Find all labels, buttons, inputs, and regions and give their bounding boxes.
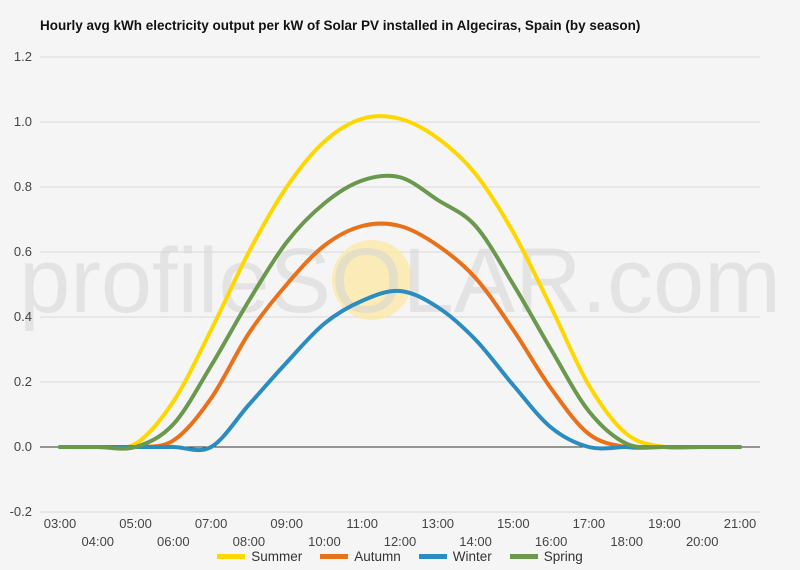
legend-item-spring[interactable]: Spring — [509, 549, 583, 564]
legend-swatch — [217, 554, 246, 559]
y-tick-label: 0.8 — [14, 179, 32, 194]
x-tick-label: 08:00 — [233, 534, 266, 549]
legend-label: Spring — [543, 549, 583, 564]
series-layer — [58, 114, 742, 453]
legend-item-winter[interactable]: Winter — [418, 549, 492, 564]
x-tick-label: 04:00 — [82, 534, 115, 549]
x-tick-label: 13:00 — [422, 516, 455, 531]
watermark-layer: profileSOLAR.com — [19, 230, 781, 332]
legend-label: Summer — [251, 549, 303, 564]
x-tick-label: 09:00 — [270, 516, 303, 531]
legend-swatch — [320, 554, 349, 559]
x-tick-label: 17:00 — [573, 516, 606, 531]
x-tick-label: 03:00 — [44, 516, 77, 531]
legend-item-autumn[interactable]: Autumn — [320, 549, 401, 564]
legend-label: Autumn — [354, 549, 401, 564]
series-line-spring — [58, 173, 742, 451]
x-tick-label: 14:00 — [459, 534, 492, 549]
legend-label: Winter — [452, 549, 492, 564]
x-tick-label: 21:00 — [724, 516, 757, 531]
series-line-summer — [58, 114, 742, 451]
y-tick-label: 0.6 — [14, 244, 32, 259]
x-tick-label: 16:00 — [535, 534, 568, 549]
x-tick-label: 19:00 — [648, 516, 681, 531]
watermark-sun — [332, 240, 412, 320]
x-tick-label: 10:00 — [308, 534, 341, 549]
x-tick-label: 18:00 — [610, 534, 643, 549]
x-tick-label: 11:00 — [346, 516, 378, 531]
y-axis-ticks: -0.2 0.0 0.2 0.4 0.6 0.8 1.0 1.2 — [10, 49, 32, 519]
y-tick-label: 0.2 — [14, 374, 32, 389]
y-tick-label: 1.0 — [14, 114, 32, 129]
legend-swatch — [418, 554, 447, 559]
x-tick-label: 12:00 — [384, 534, 417, 549]
legend: Summer Autumn Winter Spring — [0, 549, 800, 564]
x-tick-label: 20:00 — [686, 534, 719, 549]
watermark-text: profileSOLAR.com — [19, 230, 781, 332]
y-tick-label: 0.0 — [14, 439, 32, 454]
x-tick-label: 06:00 — [157, 534, 190, 549]
x-axis-ticks: 03:00 04:00 05:00 06:00 07:00 08:00 09:00 10:00… — [44, 516, 757, 549]
chart-title: Hourly avg kWh electricity output per kW… — [40, 18, 641, 33]
x-tick-label: 07:00 — [195, 516, 228, 531]
y-tick-label: 0.4 — [14, 309, 32, 324]
y-tick-label: 1.2 — [14, 49, 32, 64]
x-tick-label: 05:00 — [119, 516, 152, 531]
y-tick-label: -0.2 — [10, 504, 32, 519]
series-line-winter — [58, 288, 742, 453]
legend-swatch — [509, 554, 538, 559]
legend-item-summer[interactable]: Summer — [217, 549, 302, 564]
x-tick-label: 15:00 — [497, 516, 530, 531]
